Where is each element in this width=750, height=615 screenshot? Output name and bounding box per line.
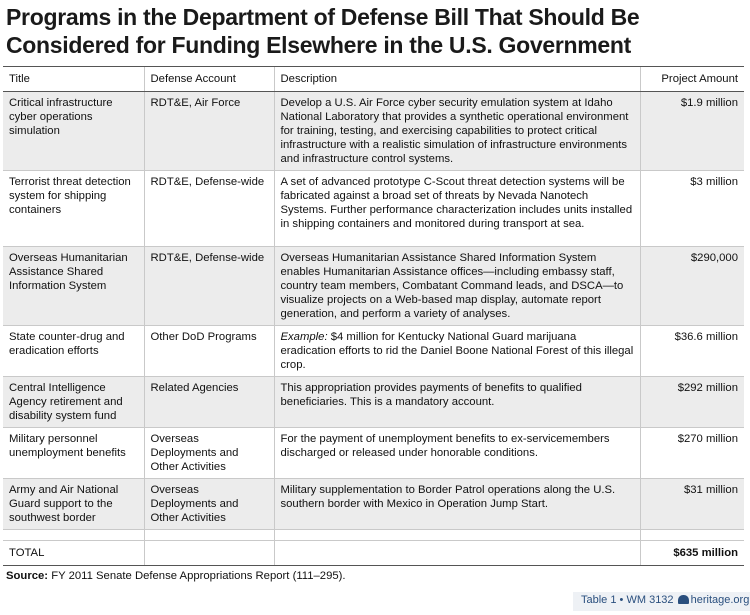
- table-row: State counter-drug and eradication effor…: [3, 325, 744, 377]
- footer-separator: •: [619, 594, 624, 606]
- row-account: Other DoD Programs: [143, 325, 274, 377]
- table-header-row: Title Defense Account Description Projec…: [3, 66, 744, 92]
- row-description: Example: $4 million for Kentucky Nationa…: [273, 325, 640, 377]
- row-amount: $31 million: [639, 478, 744, 530]
- table-row: Terrorist threat detection system for sh…: [3, 170, 744, 247]
- row-title: Overseas Humanitarian Assistance Shared …: [3, 246, 144, 326]
- table-row: Military personnel unemployment benefits…: [3, 427, 744, 479]
- table-row: Critical infrastructure cyber operations…: [3, 91, 744, 171]
- row-title: Army and Air National Guard support to t…: [3, 478, 144, 530]
- footer-site[interactable]: heritage.org: [690, 594, 750, 606]
- description-example-prefix: Example:: [280, 331, 328, 343]
- footer-credit: Table 1 • WM 3132 heritage.org: [573, 592, 750, 611]
- row-account: Related Agencies: [143, 376, 274, 428]
- row-amount: $36.6 million: [639, 325, 744, 377]
- total-amount: $635 million: [639, 540, 744, 566]
- row-amount: $292 million: [639, 376, 744, 428]
- programs-table-container: Title Defense Account Description Projec…: [3, 66, 744, 566]
- footer-table-number: Table 1: [581, 594, 617, 606]
- header-defense-account: Defense Account: [143, 66, 274, 92]
- table-row: Army and Air National Guard support to t…: [3, 478, 744, 530]
- row-title: Military personnel unemployment benefits: [3, 427, 144, 479]
- row-title: State counter-drug and eradication effor…: [3, 325, 144, 377]
- row-amount: $3 million: [639, 170, 744, 247]
- row-account: Overseas Deployments and Other Activitie…: [143, 478, 274, 530]
- row-description: Overseas Humanitarian Assistance Shared …: [273, 246, 640, 326]
- header-project-amount: Project Amount: [639, 66, 744, 92]
- row-description: For the payment of unemployment benefits…: [273, 427, 640, 479]
- programs-table: Title Defense Account Description Projec…: [3, 66, 744, 566]
- row-title: Terrorist threat detection system for sh…: [3, 170, 144, 247]
- table-row: Central Intelligence Agency retirement a…: [3, 376, 744, 428]
- row-title: Critical infrastructure cyber operations…: [3, 91, 144, 171]
- footer-report-number: WM 3132: [626, 594, 674, 606]
- source-text: FY 2011 Senate Defense Appropriations Re…: [48, 570, 346, 582]
- row-account: RDT&E, Air Force: [143, 91, 274, 171]
- table-row: Overseas Humanitarian Assistance Shared …: [3, 246, 744, 326]
- row-account: Overseas Deployments and Other Activitie…: [143, 427, 274, 479]
- page-title: Programs in the Department of Defense Bi…: [6, 4, 640, 58]
- row-amount: $270 million: [639, 427, 744, 479]
- row-description: This appropriation provides payments of …: [273, 376, 640, 428]
- row-account: RDT&E, Defense-wide: [143, 246, 274, 326]
- source-note: Source: FY 2011 Senate Defense Appropria…: [6, 570, 346, 582]
- row-description: A set of advanced prototype C-Scout thre…: [273, 170, 640, 247]
- row-amount: $1.9 million: [639, 91, 744, 171]
- total-label: TOTAL: [3, 540, 144, 566]
- row-title: Central Intelligence Agency retirement a…: [3, 376, 144, 428]
- table-total-row: TOTAL $635 million: [3, 540, 744, 566]
- row-account: RDT&E, Defense-wide: [143, 170, 274, 247]
- description-text: $4 million for Kentucky National Guard m…: [280, 331, 634, 371]
- row-description: Develop a U.S. Air Force cyber security …: [273, 91, 640, 171]
- header-description: Description: [273, 66, 640, 92]
- header-title: Title: [3, 66, 144, 92]
- row-amount: $290,000: [639, 246, 744, 326]
- liberty-bell-icon: [677, 595, 689, 604]
- table-spacer-row: [3, 529, 744, 541]
- row-description: Military supplementation to Border Patro…: [273, 478, 640, 530]
- source-label: Source:: [6, 570, 49, 582]
